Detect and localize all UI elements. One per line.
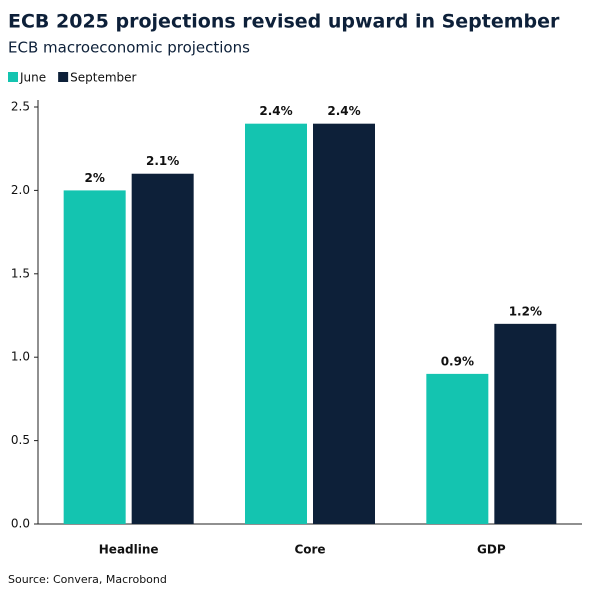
y-tick-label: 1.0 — [11, 350, 30, 364]
value-label: 2.4% — [259, 104, 292, 118]
bar — [63, 190, 126, 524]
bar — [131, 173, 194, 524]
y-tick-label: 1.5 — [11, 266, 30, 280]
bar — [313, 123, 375, 525]
value-label: 0.9% — [441, 354, 474, 368]
value-label: 2% — [84, 171, 104, 185]
y-tick-label: 2.5 — [11, 100, 30, 114]
bar — [426, 373, 489, 524]
value-label: 2.4% — [327, 104, 360, 118]
legend-label: September — [70, 71, 136, 85]
chart-subtitle: ECB macroeconomic projections — [8, 39, 250, 57]
bar — [494, 323, 557, 524]
y-tick-label: 0.0 — [11, 517, 30, 531]
legend-swatch — [58, 72, 69, 82]
value-label: 2.1% — [146, 154, 179, 168]
x-tick-label: Core — [294, 543, 325, 557]
x-tick-label: Headline — [99, 543, 159, 557]
value-label: 1.2% — [509, 304, 542, 318]
legend-label: June — [19, 71, 46, 85]
legend-swatch — [8, 72, 18, 82]
y-tick-label: 2.0 — [11, 183, 30, 197]
source: Source: Convera, Macrobond — [8, 573, 167, 586]
chart-title: ECB 2025 projections revised upward in S… — [8, 11, 560, 33]
x-tick-label: GDP — [477, 543, 506, 557]
bar — [245, 123, 307, 525]
y-tick-label: 0.5 — [11, 433, 30, 447]
